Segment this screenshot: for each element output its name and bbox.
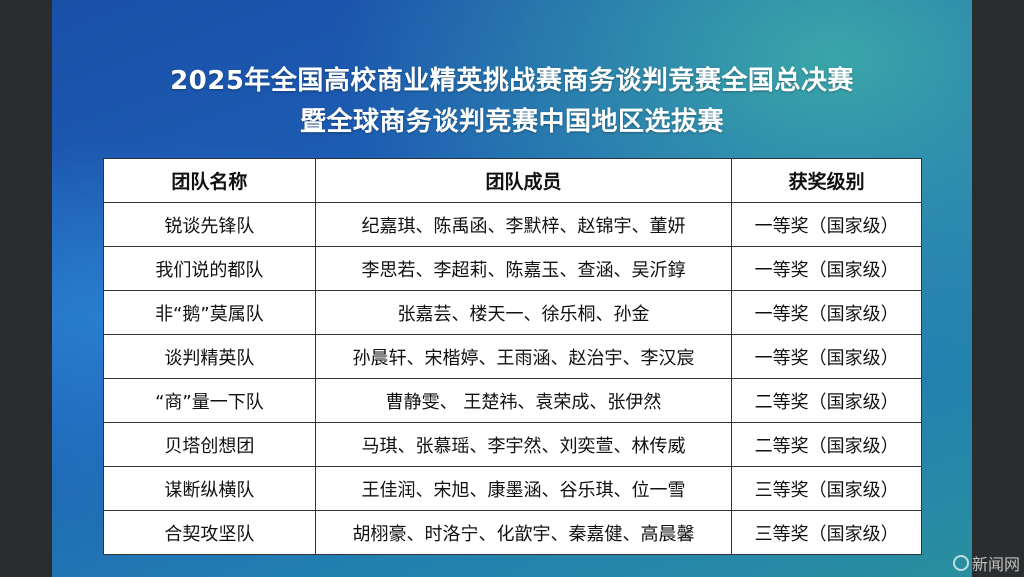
cell-team-name: 谈判精英队	[103, 334, 316, 379]
cell-members: 孙晨轩、宋楷婷、王雨涵、赵治宇、李汉宸	[314, 334, 733, 379]
watermark-logo-icon	[952, 555, 969, 571]
title-line-2: 暨全球商务谈判竞赛中国地区选拔赛	[299, 107, 724, 137]
table-row: 我们说的都队 李思若、李超莉、陈嘉玉、查涵、吴沂錞 一等奖（国家级）	[103, 246, 922, 291]
cell-award: 一等奖（国家级）	[731, 290, 922, 335]
cell-members: 王佳润、宋旭、康墨涵、谷乐琪、位一雪	[314, 466, 733, 511]
header-members: 团队成员	[314, 158, 733, 203]
cell-members: 纪嘉琪、陈禹函、李默梓、赵锦宇、董妍	[314, 202, 733, 247]
awards-table: 团队名称 团队成员 获奖级别 锐谈先锋队 纪嘉琪、陈禹函、李默梓、赵锦宇、董妍 一等…	[103, 158, 922, 555]
table-row: “商”量一下队 曹静雯、 王楚祎、袁荣成、张伊然 二等奖（国家级）	[103, 378, 922, 423]
header-award: 获奖级别	[731, 158, 922, 203]
title-line-1: 2025年全国高校商业精英挑战赛商务谈判竞赛全国总决赛	[170, 66, 854, 96]
cell-award: 三等奖（国家级）	[731, 466, 922, 511]
cell-team-name: 非“鹅”莫属队	[103, 290, 316, 335]
cell-award: 一等奖（国家级）	[731, 334, 922, 379]
table-row: 合契攻坚队 胡栩豪、时洛宁、化歆宇、秦嘉健、高晨馨 三等奖（国家级）	[103, 510, 922, 555]
header-team-name: 团队名称	[103, 158, 316, 203]
cell-members: 马琪、张慕瑶、李宇然、刘奕萱、林传威	[314, 422, 733, 467]
cell-members: 李思若、李超莉、陈嘉玉、查涵、吴沂錞	[314, 246, 733, 291]
slide: 2025年全国高校商业精英挑战赛商务谈判竞赛全国总决赛 暨全球商务谈判竞赛中国地…	[52, 0, 972, 577]
cell-team-name: 我们说的都队	[103, 246, 316, 291]
cell-award: 二等奖（国家级）	[731, 422, 922, 467]
cell-award: 一等奖（国家级）	[731, 246, 922, 291]
cell-team-name: 谋断纵横队	[103, 466, 316, 511]
cell-members: 曹静雯、 王楚祎、袁荣成、张伊然	[314, 378, 733, 423]
table-row: 贝塔创想团 马琪、张慕瑶、李宇然、刘奕萱、林传威 二等奖（国家级）	[103, 422, 922, 467]
cell-award: 三等奖（国家级）	[731, 510, 922, 555]
watermark: 新闻网	[952, 551, 1020, 575]
cell-award: 二等奖（国家级）	[731, 378, 922, 423]
table-row: 非“鹅”莫属队 张嘉芸、楼天一、徐乐桐、孙金 一等奖（国家级）	[103, 290, 922, 335]
cell-members: 胡栩豪、时洛宁、化歆宇、秦嘉健、高晨馨	[314, 510, 733, 555]
table-row: 谋断纵横队 王佳润、宋旭、康墨涵、谷乐琪、位一雪 三等奖（国家级）	[103, 466, 922, 511]
cell-team-name: 锐谈先锋队	[103, 202, 316, 247]
cell-team-name: 贝塔创想团	[103, 422, 316, 467]
watermark-text: 新闻网	[971, 555, 1020, 574]
table-row: 锐谈先锋队 纪嘉琪、陈禹函、李默梓、赵锦宇、董妍 一等奖（国家级）	[103, 202, 922, 247]
cell-award: 一等奖（国家级）	[731, 202, 922, 247]
cell-team-name: “商”量一下队	[103, 378, 316, 423]
cell-members: 张嘉芸、楼天一、徐乐桐、孙金	[314, 290, 733, 335]
cell-team-name: 合契攻坚队	[103, 510, 316, 555]
table-row: 谈判精英队 孙晨轩、宋楷婷、王雨涵、赵治宇、李汉宸 一等奖（国家级）	[103, 334, 922, 379]
table-header-row: 团队名称 团队成员 获奖级别	[103, 158, 922, 203]
